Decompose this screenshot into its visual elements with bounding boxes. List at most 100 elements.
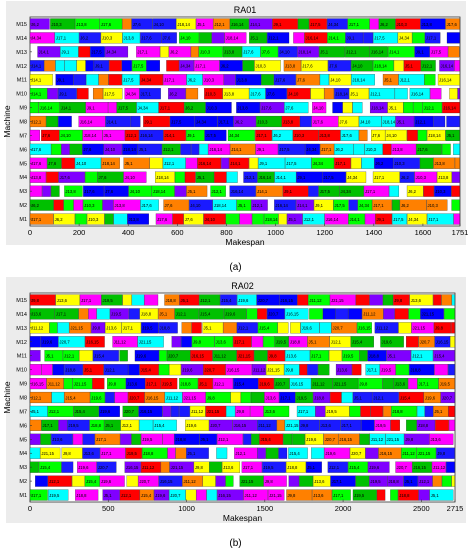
operation-bar	[92, 350, 119, 362]
operation-bar	[122, 74, 140, 86]
operation-bar	[59, 102, 86, 114]
operation-bar	[104, 185, 129, 197]
operation-bar	[305, 143, 320, 155]
operation-label: J10,3	[294, 133, 305, 138]
operation-label: J17,1	[367, 367, 378, 372]
operation-bar	[69, 143, 83, 155]
operation-bar	[90, 391, 106, 404]
operation-label: J16,15	[436, 340, 449, 345]
operation-bar	[284, 419, 300, 431]
operation-bar	[331, 322, 357, 334]
operation-bar	[179, 294, 200, 306]
operation-label: J9,1	[259, 161, 268, 166]
operation-bar	[288, 336, 308, 348]
x-tick-label: 1000	[178, 504, 195, 513]
operation-bar	[163, 199, 190, 211]
operation-bar	[263, 475, 287, 487]
operation-bar	[62, 350, 80, 362]
operation-label: J21,15	[418, 451, 431, 456]
operation-label: J18,8	[91, 423, 102, 428]
operation-bar	[78, 115, 106, 128]
operation-bar	[78, 46, 91, 58]
operation-label: J13,8	[237, 105, 248, 110]
operation-bar	[326, 18, 348, 30]
operation-bar	[179, 60, 195, 72]
operation-label: J6,2	[221, 64, 230, 69]
operation-bar	[37, 46, 61, 58]
operation-bar	[329, 74, 352, 86]
operation-bar	[72, 433, 83, 445]
operation-bar	[432, 475, 442, 487]
operation-label: J5,1	[187, 189, 196, 194]
operation-label: J12,1	[200, 298, 211, 303]
operation-label: J19,6	[136, 354, 147, 359]
operation-label: J17,1	[31, 493, 42, 498]
operation-bar	[409, 364, 435, 376]
operation-label: J17,1	[160, 105, 171, 110]
operation-bar	[254, 350, 268, 362]
operation-bar	[49, 322, 58, 334]
operation-bar	[155, 213, 173, 225]
operation-bar	[202, 322, 224, 334]
operation-label: J19,5	[343, 354, 354, 359]
operation-bar	[393, 157, 420, 169]
operation-label: J13,6	[31, 312, 42, 317]
operation-label: J4,10	[130, 189, 141, 194]
operation-label: J17,5	[323, 175, 334, 180]
operation-bar	[278, 143, 306, 155]
operation-label: J17,1	[256, 133, 267, 138]
operation-bar	[420, 308, 444, 320]
operation-label: J5,1	[388, 354, 397, 359]
operation-bar	[109, 60, 122, 72]
operation-label: J9,8	[193, 340, 202, 345]
operation-bar	[420, 18, 446, 30]
operation-bar	[451, 185, 460, 197]
operation-bar	[424, 405, 434, 417]
operation-bar	[341, 350, 360, 362]
operation-label: J13,8	[31, 175, 42, 180]
operation-label: J9,1	[144, 119, 153, 124]
operation-bar	[350, 336, 374, 348]
y-tick-label: M13	[16, 50, 27, 56]
operation-bar	[318, 185, 340, 197]
operation-bar	[44, 60, 56, 72]
operation-bar	[335, 308, 349, 320]
operation-bar	[243, 171, 258, 183]
operation-label: J4,34	[180, 64, 191, 69]
operation-bar	[185, 419, 210, 431]
operation-bar	[204, 88, 223, 100]
operation-bar	[98, 74, 109, 86]
operation-label: J12,1	[214, 22, 225, 27]
operation-label: J14,1	[276, 175, 287, 180]
operation-label: J15,4	[94, 354, 105, 359]
operation-bar	[169, 461, 194, 473]
operation-bar	[420, 60, 436, 72]
operation-label: J12,1	[49, 409, 60, 414]
operation-bar	[219, 60, 243, 72]
operation-bar	[230, 391, 241, 404]
operation-label: J9,8	[269, 354, 278, 359]
operation-bar	[124, 461, 141, 473]
operation-label: J17,5	[374, 36, 385, 41]
operation-label: J21,15	[70, 326, 83, 331]
operation-bar	[71, 475, 85, 487]
operation-bar	[84, 475, 100, 487]
operation-label: J14,1	[297, 203, 308, 208]
operation-bar	[176, 18, 196, 30]
chart-ra01: RA01 J17,1 J6,2 J10,3 J13,8 J17,6 J7,6 J4,10 J18…	[0, 0, 471, 274]
operation-label: J10,3	[88, 217, 99, 222]
operation-bar	[205, 405, 227, 417]
operation-bar	[229, 18, 249, 30]
operation-bar	[330, 475, 356, 487]
operation-label: J21,15	[267, 367, 280, 372]
operation-label: J17,1	[365, 189, 376, 194]
operation-label: J12,1	[49, 479, 60, 484]
operation-bar	[348, 199, 358, 211]
operation-label: J18,14	[371, 105, 384, 110]
operation-label: J16,14	[443, 105, 456, 110]
operation-bar	[52, 364, 65, 376]
operation-bar	[423, 391, 441, 404]
operation-bar	[296, 171, 323, 183]
operation-label: J19,6	[91, 395, 102, 400]
